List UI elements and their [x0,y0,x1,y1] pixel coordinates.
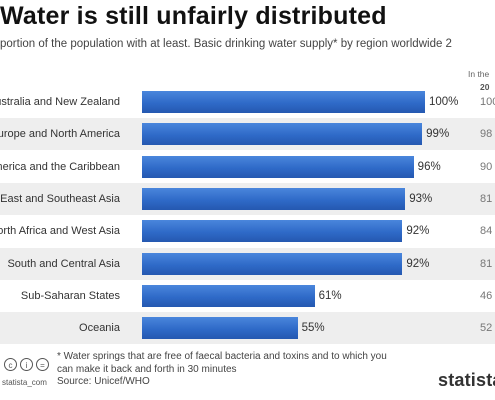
comparison-column-header: In the 20 [468,68,495,94]
bar [142,252,403,275]
comparison-value: 98 [480,128,493,141]
footnote-line1: * Water springs that are free of faecal … [57,351,387,362]
value-label: 99% [426,128,450,141]
chart-row: Europe and North America 99% 98 [0,118,495,151]
comparison-header-line1: In the [468,69,490,79]
statista-logo: statista [438,370,495,390]
category-label: East and Southeast Asia [0,192,120,205]
cc-icon: c [4,358,17,371]
category-label: n America and the Caribbean [0,160,120,173]
statista-handle: statista_com [2,378,47,387]
chart-row: n America and the Caribbean 96% 90 [0,151,495,183]
bar [142,155,414,178]
category-label: Europe and North America [0,128,120,141]
comparison-header-line2: 20 [480,82,490,92]
category-label: North Africa and West Asia [0,225,120,238]
bar [142,91,425,113]
footnote: * Water springs that are free of faecal … [57,351,417,389]
chart-title: Water is still unfairly distributed [0,2,387,30]
chart-row: Sub-Saharan States 61% 46 [0,280,495,312]
bar [142,123,423,146]
chart-row: North Africa and West Asia 92% 84 [0,215,495,247]
comparison-value: 84 [480,225,493,238]
no-derivatives-icon: = [36,358,49,371]
category-label: Oceania [79,322,120,335]
value-label: 93% [409,192,433,205]
comparison-value: 81 [480,192,493,205]
comparison-value: 52 [480,322,493,335]
category-label: South and Central Asia [7,257,120,270]
attribution-icon: i [20,358,33,371]
category-label: Sub-Saharan States [20,289,120,302]
chart-row: East and Southeast Asia 93% 81 [0,182,495,215]
bar [142,317,298,340]
value-label: 92% [406,257,430,270]
comparison-value: 90 [480,160,493,173]
source-text: Source: Unicef/WHO [57,376,150,387]
comparison-value: 81 [480,257,493,270]
value-label: 96% [417,160,441,173]
bar [142,284,315,307]
comparison-value: 100 [480,96,495,108]
value-label: 92% [406,225,430,238]
category-label: Australia and New Zealand [0,96,120,108]
comparison-value: 46 [480,289,493,302]
value-label: 100% [429,96,459,108]
license-icons: c i = [4,358,54,380]
chart-row: South and Central Asia 92% 81 [0,247,495,280]
bar [142,187,406,210]
value-label: 55% [301,322,325,335]
chart-row: Australia and New Zealand 100% 100 [0,86,495,118]
value-label: 61% [318,289,342,302]
chart-row: Oceania 55% 52 [0,312,495,345]
footnote-line2: can make it back and forth in 30 minutes [57,363,237,375]
bar [142,220,403,243]
chart-subtitle: portion of the population with at least.… [0,38,452,50]
